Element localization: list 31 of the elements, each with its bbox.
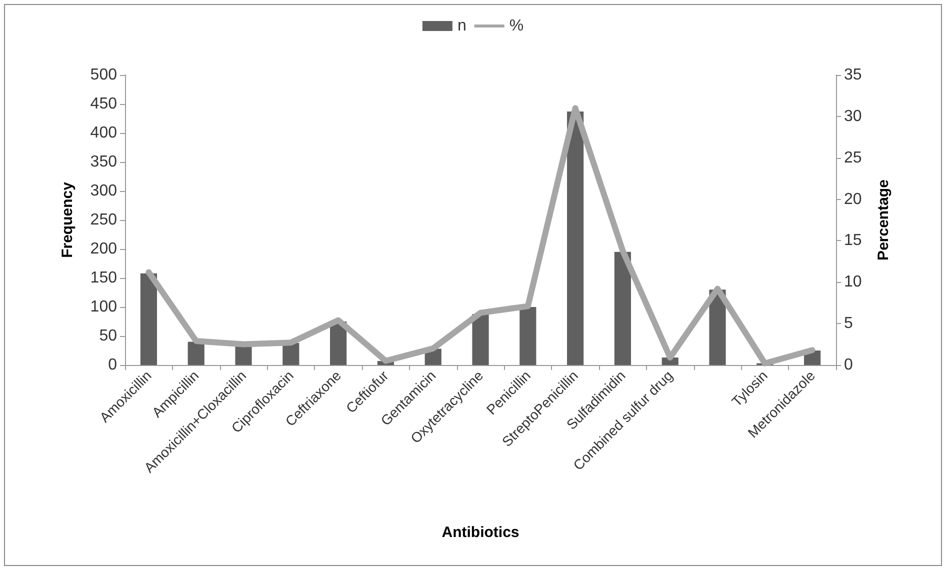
y-axis-title: Frequency — [59, 181, 76, 258]
bar — [567, 112, 584, 365]
bar — [520, 307, 536, 365]
y-tick-label: 300 — [90, 182, 118, 200]
bar — [188, 342, 204, 365]
legend-label: % — [509, 18, 524, 34]
y2-axis-title: Percentage — [875, 180, 892, 260]
y-tick-label: 200 — [90, 240, 118, 258]
y-tick-label: 500 — [90, 66, 118, 84]
bar — [282, 342, 300, 365]
bar — [614, 252, 631, 365]
y2-tick-label: 15 — [844, 232, 862, 250]
y2-tick-label: 20 — [844, 190, 862, 208]
y-tick-label: 50 — [99, 328, 118, 344]
legend-label: n — [457, 18, 466, 34]
y-tick-label: 150 — [90, 270, 118, 286]
y-tick-label: 250 — [90, 212, 118, 228]
y-tick-label: 400 — [90, 124, 118, 142]
x-axis-title: Antibiotics — [442, 524, 520, 541]
y2-tick-label: 25 — [844, 149, 862, 166]
y-tick-label: 100 — [90, 298, 118, 316]
y2-tick-label: 30 — [844, 108, 862, 125]
y2-tick-label: 5 — [844, 315, 853, 332]
bar — [472, 314, 489, 365]
y-tick-label: 0 — [108, 356, 118, 374]
y2-tick-label: 35 — [844, 66, 862, 84]
bar — [140, 273, 157, 365]
y2-tick-label: 10 — [844, 274, 862, 291]
y2-tick-label: 0 — [844, 356, 853, 374]
y-tick-label: 350 — [90, 154, 118, 170]
y-tick-label: 450 — [90, 96, 118, 112]
